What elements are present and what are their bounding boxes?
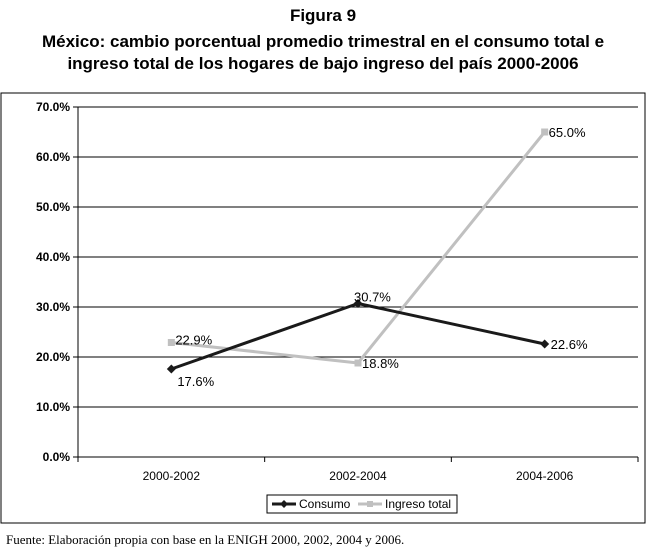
x-tick-label: 2004-2006 — [516, 469, 574, 483]
data-point-marker — [540, 339, 550, 349]
y-tick-label: 30.0% — [36, 300, 70, 314]
legend-marker — [280, 500, 288, 508]
legend-label: Consumo — [299, 497, 351, 511]
data-label: 30.7% — [354, 290, 391, 305]
data-labels: 22.9% 18.8% 65.0% 17.6% 30.7% 22.6% — [175, 125, 588, 389]
gridlines — [78, 106, 638, 458]
series-lines — [166, 128, 550, 374]
y-tick-label: 20.0% — [36, 350, 70, 364]
x-tick-label: 2002-2004 — [329, 469, 387, 483]
chart-title: México: cambio porcentual promedio trime… — [0, 31, 646, 75]
x-axis-ticks: 2000-2002 2002-2004 2004-2006 — [77, 457, 639, 483]
data-point-marker — [353, 299, 363, 308]
y-tick-label: 50.0% — [36, 200, 70, 214]
data-label: 22.9% — [175, 333, 212, 348]
legend: Consumo Ingreso total — [266, 494, 458, 514]
data-point-marker — [167, 339, 175, 346]
y-tick-label: 70.0% — [36, 100, 70, 114]
x-tick-label: 2000-2002 — [143, 469, 201, 483]
y-tick-label: 10.0% — [36, 400, 70, 414]
y-tick-label: 0.0% — [43, 450, 71, 464]
figure-label: Figura 9 — [289, 6, 357, 25]
legend-label: Ingreso total — [385, 497, 451, 511]
y-tick-label: 60.0% — [36, 150, 70, 164]
data-label: 22.6% — [551, 337, 588, 352]
data-point-marker — [166, 364, 176, 374]
data-label: 18.8% — [362, 356, 399, 371]
data-label: 17.6% — [177, 374, 214, 389]
series-line-0 — [170, 302, 545, 371]
source-note: Fuente: Elaboración propia con base en l… — [6, 532, 405, 547]
data-label: 65.0% — [549, 125, 586, 140]
chart-title-line-1: México: cambio porcentual promedio trime… — [41, 32, 605, 51]
data-point-marker — [354, 359, 362, 367]
chart-title-line-2: ingreso total de los hogares de bajo ing… — [67, 54, 579, 73]
y-axis-ticks: 0.0% 10.0% 20.0% 30.0% 40.0% 50.0% 60.0% 70.0% — [36, 100, 79, 464]
series-line-1 — [171, 131, 546, 365]
legend-marker — [367, 501, 373, 507]
y-tick-label: 40.0% — [36, 250, 70, 264]
data-point-marker — [541, 128, 549, 136]
plot-frame — [0, 92, 646, 524]
